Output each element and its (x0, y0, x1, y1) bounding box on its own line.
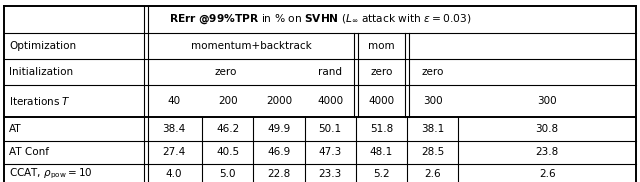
Text: zero: zero (371, 67, 392, 77)
Text: AT: AT (9, 124, 22, 134)
Text: 49.9: 49.9 (268, 124, 291, 134)
Text: 5.0: 5.0 (220, 169, 236, 179)
Text: 51.8: 51.8 (370, 124, 393, 134)
Text: Optimization: Optimization (9, 41, 76, 51)
Text: zero: zero (422, 67, 444, 77)
Text: Initialization: Initialization (9, 67, 73, 77)
Text: 28.5: 28.5 (421, 147, 444, 157)
Text: AT Conf: AT Conf (9, 147, 49, 157)
Text: 4000: 4000 (369, 96, 394, 106)
Text: 40: 40 (168, 96, 180, 106)
Text: 200: 200 (218, 96, 237, 106)
Text: 30.8: 30.8 (536, 124, 559, 134)
Text: 300: 300 (423, 96, 442, 106)
Text: 2000: 2000 (266, 96, 292, 106)
Text: 2.6: 2.6 (539, 169, 556, 179)
Text: 50.1: 50.1 (319, 124, 342, 134)
Text: 5.2: 5.2 (373, 169, 390, 179)
Text: momentum+backtrack: momentum+backtrack (191, 41, 311, 51)
Text: 47.3: 47.3 (319, 147, 342, 157)
Text: 48.1: 48.1 (370, 147, 393, 157)
Text: rand: rand (318, 67, 342, 77)
Text: 40.5: 40.5 (216, 147, 239, 157)
Text: mom: mom (368, 41, 395, 51)
Text: 22.8: 22.8 (268, 169, 291, 179)
Text: 27.4: 27.4 (163, 147, 186, 157)
Text: 4000: 4000 (317, 96, 343, 106)
Text: 4.0: 4.0 (166, 169, 182, 179)
Text: 23.8: 23.8 (536, 147, 559, 157)
Text: $\mathbf{RErr\ @99\%TPR}$ in % on $\mathbf{SVHN}$ ($L_\infty$ attack with $\epsi: $\mathbf{RErr\ @99\%TPR}$ in % on $\math… (169, 13, 471, 26)
Text: 46.2: 46.2 (216, 124, 239, 134)
Text: CCAT, $\rho_{\mathrm{pow}} = 10$: CCAT, $\rho_{\mathrm{pow}} = 10$ (9, 166, 93, 181)
Text: 38.1: 38.1 (421, 124, 444, 134)
Text: zero: zero (214, 67, 236, 77)
Text: 2.6: 2.6 (424, 169, 441, 179)
Text: 46.9: 46.9 (268, 147, 291, 157)
Text: 38.4: 38.4 (163, 124, 186, 134)
Text: Iterations $T$: Iterations $T$ (9, 95, 70, 107)
Text: 23.3: 23.3 (319, 169, 342, 179)
Text: 300: 300 (538, 96, 557, 106)
